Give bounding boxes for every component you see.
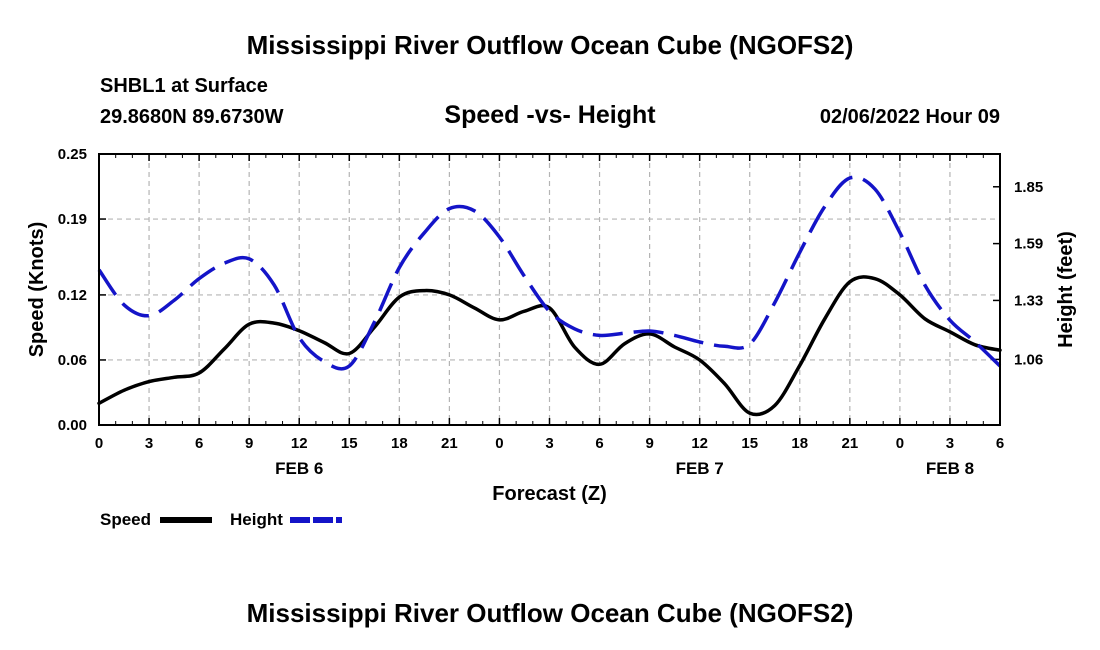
speed-series-line xyxy=(97,275,1002,417)
x-tick-label: 21 xyxy=(841,435,858,452)
x-tick-label: 12 xyxy=(691,435,708,452)
chart-title: Speed -vs- Height xyxy=(444,101,656,129)
x-tick-label: 6 xyxy=(996,435,1004,452)
x-tick-label: 3 xyxy=(545,435,553,452)
x-tick-label: 18 xyxy=(791,435,808,452)
x-tick-label: 9 xyxy=(245,435,253,452)
x-tick-label: 15 xyxy=(741,435,758,452)
legend-speed-label: Speed xyxy=(100,510,151,529)
height-series-line xyxy=(97,175,1002,371)
date-label: FEB 7 xyxy=(676,459,724,478)
y-left-tick-label: 0.25 xyxy=(58,146,87,163)
y-axis-right-label: Height (feet) xyxy=(1055,231,1077,348)
y-left-tick-label: 0.12 xyxy=(58,287,87,304)
x-tick-label: 9 xyxy=(645,435,653,452)
x-tick-label: 12 xyxy=(291,435,308,452)
tick-labels: 0 3 6 9 12 15 18 21 0 3 6 9 12 15 18 21 0 3 6 FEB 6 FEB 7 FEB… xyxy=(58,146,1043,478)
x-tick-label: 21 xyxy=(441,435,458,452)
speed-height-chart: 0 3 6 9 12 15 18 21 0 3 6 9 12 15 18 21 0 3 6 FEB 6 FEB 7 FEB… xyxy=(26,146,1077,529)
x-axis-label: Forecast (Z) xyxy=(492,483,606,505)
x-tick-label: 3 xyxy=(946,435,954,452)
x-tick-label: 0 xyxy=(495,435,503,452)
legend-height-label: Height xyxy=(230,510,283,529)
y-right-tick-label: 1.85 xyxy=(1014,179,1043,196)
coordinates-label: 29.8680N 89.6730W xyxy=(100,106,284,128)
main-title: Mississippi River Outflow Ocean Cube (NG… xyxy=(246,30,854,60)
x-tick-label: 6 xyxy=(195,435,203,452)
y-right-tick-label: 1.33 xyxy=(1014,292,1043,309)
footer-title: Mississippi River Outflow Ocean Cube (NG… xyxy=(246,598,854,628)
station-label: SHBL1 at Surface xyxy=(100,75,268,97)
plot-frame xyxy=(98,153,1001,426)
x-tick-label: 0 xyxy=(95,435,103,452)
y-left-tick-label: 0.19 xyxy=(58,211,87,228)
x-tick-label: 6 xyxy=(595,435,603,452)
date-label: FEB 8 xyxy=(926,459,974,478)
date-label: FEB 6 xyxy=(275,459,323,478)
y-right-tick-label: 1.59 xyxy=(1014,236,1043,253)
y-right-tick-label: 1.06 xyxy=(1014,351,1043,368)
legend: Speed Height xyxy=(100,510,342,529)
y-left-tick-label: 0.00 xyxy=(58,417,87,434)
grid-lines xyxy=(99,154,1000,425)
x-tick-label: 3 xyxy=(145,435,153,452)
date-hour-label: 02/06/2022 Hour 09 xyxy=(819,106,1000,128)
x-tick-label: 15 xyxy=(341,435,358,452)
y-axis-left-label: Speed (Knots) xyxy=(26,222,48,358)
x-tick-label: 18 xyxy=(391,435,408,452)
x-tick-label: 0 xyxy=(896,435,904,452)
y-left-tick-label: 0.06 xyxy=(58,352,87,369)
